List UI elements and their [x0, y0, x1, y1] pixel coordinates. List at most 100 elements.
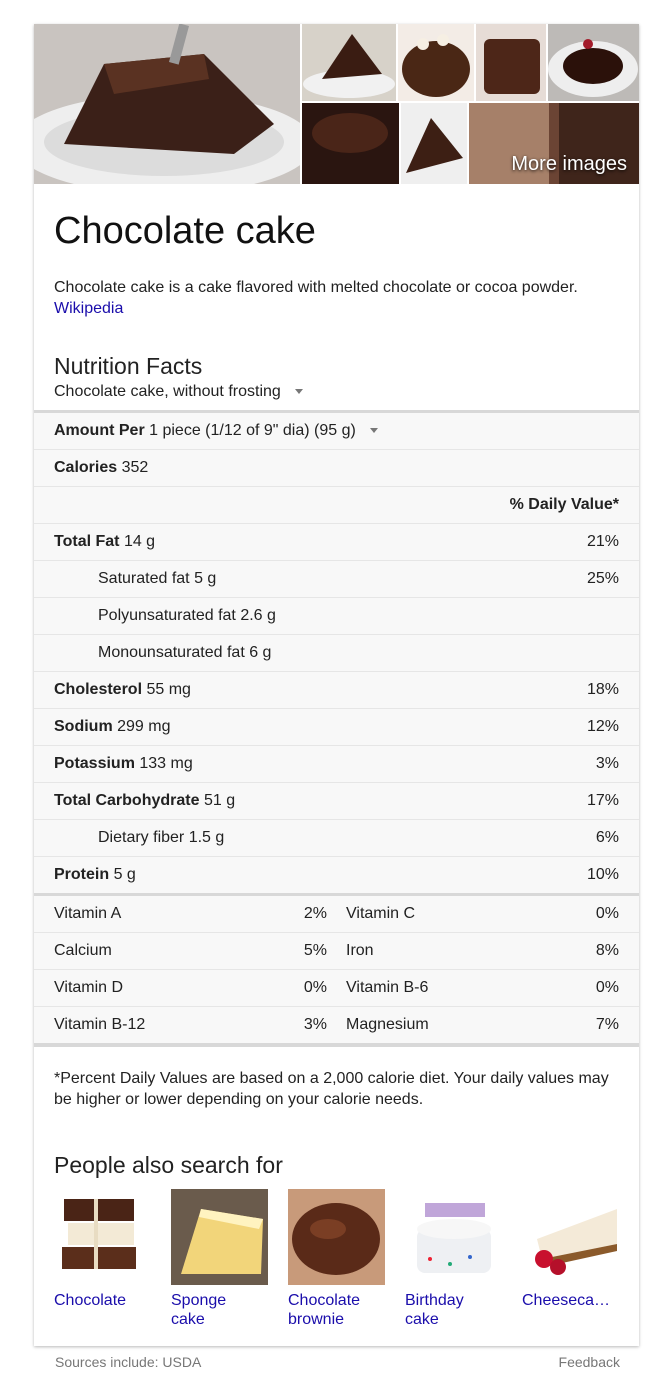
nutrient-name: Cholesterol: [54, 681, 143, 698]
nutrient-pct: 17%: [586, 792, 619, 809]
vitamin-pct: 7%: [595, 1016, 619, 1033]
daily-value-footnote: *Percent Daily Values are based on a 2,0…: [54, 1070, 609, 1108]
nutrient-row: Saturated fat 5 g 25%: [34, 560, 639, 597]
chocolate-brownie-thumbnail[interactable]: [288, 1189, 385, 1285]
nutrition-variant-dropdown[interactable]: Chocolate cake, without frosting: [54, 383, 303, 401]
cake-thumb-6[interactable]: [401, 103, 467, 184]
nutrient-amount: 299 mg: [117, 718, 171, 735]
vitamin-pct: 2%: [303, 905, 327, 922]
more-images-tile[interactable]: More images: [469, 103, 639, 184]
nutrient-row: Sodium 299 mg 12%: [34, 708, 639, 745]
vitamin-pct: 5%: [303, 942, 327, 959]
table-divider: [34, 1043, 639, 1047]
vitamin-name: Vitamin D: [54, 979, 124, 996]
vitamin-name: Vitamin B-6: [346, 979, 429, 996]
vitamin-row: Vitamin D 0% Vitamin B-6 0%: [34, 969, 639, 1006]
calories-label: Calories: [54, 459, 118, 476]
vitamin-pct: 3%: [303, 1016, 327, 1033]
feedback-link[interactable]: Feedback: [558, 1354, 620, 1370]
serving-size-row[interactable]: Amount Per 1 piece (1/12 of 9" dia) (95 …: [34, 410, 639, 449]
vitamin-row: Calcium 5% Iron 8%: [34, 932, 639, 969]
sources-text: Sources include: USDA: [55, 1354, 202, 1370]
nutrient-pct: 21%: [586, 533, 619, 550]
vitamin-name: Vitamin C: [346, 905, 416, 922]
nutrient-name: Protein: [54, 866, 110, 883]
vitamin-row: Vitamin B-12 3% Magnesium 7%: [34, 1006, 639, 1043]
nutrient-pct: 12%: [586, 718, 619, 735]
vitamin-name: Iron: [346, 942, 374, 959]
cheesecake-thumbnail[interactable]: [522, 1189, 619, 1285]
nutrient-amount: 51 g: [203, 792, 236, 809]
serving-size-value: 1 piece (1/12 of 9" dia) (95 g): [149, 422, 356, 439]
vitamin-name: Vitamin A: [54, 905, 122, 922]
nutrient-name: Potassium: [54, 755, 135, 772]
nutrient-pct: 25%: [586, 570, 619, 587]
cake-thumb-5[interactable]: [302, 103, 399, 184]
knowledge-panel: More images Chocolate cake Chocolate cak…: [34, 24, 639, 1346]
cake-thumb-2[interactable]: [398, 24, 474, 101]
daily-value-header-row: % Daily Value*: [34, 486, 639, 523]
image-strip: More images: [34, 24, 639, 184]
more-images-label[interactable]: More images: [511, 153, 627, 175]
vitamin-pct: 0%: [303, 979, 327, 996]
nutrient-name: Saturated fat 5 g: [98, 570, 217, 587]
related-item-label[interactable]: Cheeseca…: [522, 1292, 611, 1309]
chocolate-thumbnail[interactable]: [54, 1189, 151, 1285]
nutrient-name: Total Fat: [54, 533, 120, 550]
nutrient-row: Total Fat 14 g 21%: [34, 523, 639, 560]
main-cake-image[interactable]: [34, 24, 300, 184]
related-item-label[interactable]: Chocolate brownie: [288, 1292, 361, 1328]
people-also-search-heading: People also search for: [54, 1152, 283, 1178]
nutrient-pct: 6%: [595, 829, 619, 846]
cake-thumb-1[interactable]: [302, 24, 396, 101]
related-item-label[interactable]: Birthday cake: [405, 1292, 464, 1328]
nutrient-row: Protein 5 g 10%: [34, 856, 639, 893]
vitamin-pct: 0%: [595, 905, 619, 922]
related-item-chocolate[interactable]: Chocolate: [54, 1189, 151, 1310]
nutrient-pct: 3%: [595, 755, 619, 772]
related-item-cheesecake[interactable]: Cheeseca…: [522, 1189, 619, 1310]
nutrient-row: Potassium 133 mg 3%: [34, 745, 639, 782]
cake-thumb-3[interactable]: [476, 24, 546, 101]
nutrient-name: Monounsaturated fat 6 g: [98, 644, 272, 661]
nutrient-amount: 14 g: [123, 533, 156, 550]
calories-value: 352: [121, 459, 149, 476]
description-text: Chocolate cake is a cake flavored with m…: [54, 279, 578, 296]
related-item-label[interactable]: Sponge cake: [171, 1292, 227, 1328]
nutrient-pct: 18%: [586, 681, 619, 698]
nutrient-name: Sodium: [54, 718, 113, 735]
related-item-label[interactable]: Chocolate: [54, 1292, 127, 1309]
nutrient-amount: 55 mg: [146, 681, 191, 698]
people-also-search-carousel: Chocolate Sponge cake Chocolate brownie …: [54, 1189, 624, 1339]
birthday-cake-thumbnail[interactable]: [405, 1189, 502, 1285]
nutrient-name: Polyunsaturated fat 2.6 g: [98, 607, 276, 624]
sponge-cake-thumbnail[interactable]: [171, 1189, 268, 1285]
wikipedia-link[interactable]: Wikipedia: [54, 300, 124, 317]
calories-row: Calories 352: [34, 449, 639, 486]
nutrient-name: Dietary fiber 1.5 g: [98, 829, 225, 846]
nutrient-row: Total Carbohydrate 51 g 17%: [34, 782, 639, 819]
chevron-down-icon: [294, 389, 303, 395]
vitamin-pct: 0%: [595, 979, 619, 996]
vitamin-name: Magnesium: [346, 1016, 429, 1033]
vitamin-name: Vitamin B-12: [54, 1016, 146, 1033]
amount-per-label: Amount Per: [54, 422, 145, 439]
nutrient-row: Cholesterol 55 mg 18%: [34, 671, 639, 708]
related-item-chocolate-brownie[interactable]: Chocolate brownie: [288, 1189, 385, 1329]
related-item-birthday-cake[interactable]: Birthday cake: [405, 1189, 502, 1329]
nutrition-variant-label: Chocolate cake, without frosting: [54, 383, 281, 400]
nutrient-row: Monounsaturated fat 6 g: [34, 634, 639, 671]
nutrient-name: Total Carbohydrate: [54, 792, 200, 809]
nutrition-heading: Nutrition Facts: [54, 353, 203, 379]
entity-description: Chocolate cake is a cake flavored with m…: [54, 277, 614, 319]
nutrient-amount: 5 g: [113, 866, 136, 883]
cake-thumb-4[interactable]: [548, 24, 639, 101]
vitamin-pct: 8%: [595, 942, 619, 959]
chevron-down-icon: [369, 428, 378, 434]
vitamin-name: Calcium: [54, 942, 112, 959]
daily-value-header: % Daily Value*: [509, 496, 619, 513]
nutrient-row: Polyunsaturated fat 2.6 g: [34, 597, 639, 634]
vitamin-row: Vitamin A 2% Vitamin C 0%: [34, 893, 639, 932]
nutrient-pct: 10%: [586, 866, 619, 883]
related-item-sponge-cake[interactable]: Sponge cake: [171, 1189, 268, 1329]
